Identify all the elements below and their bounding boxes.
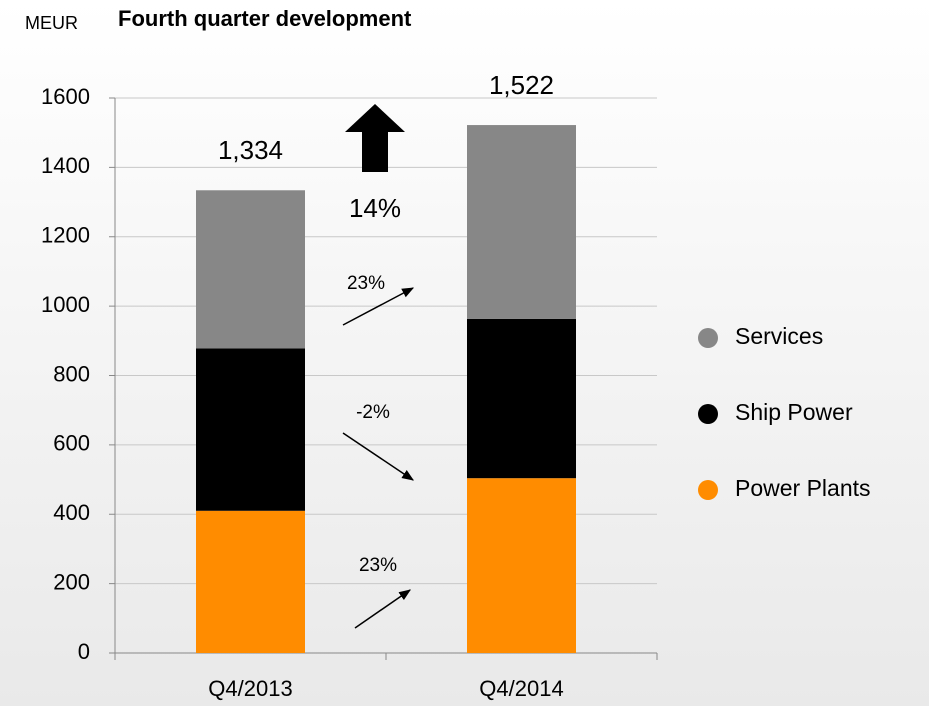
up-arrow xyxy=(345,104,405,172)
arrow xyxy=(342,432,414,481)
total-label: 1,334 xyxy=(218,135,283,165)
y-tick-label: 400 xyxy=(53,500,90,525)
bar-segment xyxy=(196,348,305,511)
annotation: 23% xyxy=(347,273,385,294)
legend-label: Ship Power xyxy=(735,399,853,425)
plot: 0 200 400 600 800 1000 1200 1400 1600 Q4/2013 1,33… xyxy=(41,70,870,701)
legend-swatch xyxy=(698,404,718,424)
legend-label: Power Plants xyxy=(735,475,871,501)
y-tick-label: 1400 xyxy=(41,153,90,178)
bar-segment xyxy=(467,125,576,319)
legend-label: Services xyxy=(735,323,823,349)
bar-segment xyxy=(196,190,305,349)
legend-swatch xyxy=(698,328,718,348)
y-tick-label: 200 xyxy=(53,569,90,594)
bar-segment xyxy=(196,510,305,653)
bar-segment xyxy=(467,318,576,479)
unit-label: MEUR xyxy=(25,13,78,33)
y-tick-label: 800 xyxy=(53,361,90,386)
annotation: 23% xyxy=(359,555,397,576)
x-tick-label: Q4/2014 xyxy=(479,676,563,701)
arrow xyxy=(354,589,411,629)
arrow xyxy=(342,287,415,326)
y-tick-label: 1600 xyxy=(41,84,90,109)
annotation: -2% xyxy=(356,402,390,423)
y-tick-label: 0 xyxy=(78,639,90,664)
y-tick-label: 1200 xyxy=(41,223,90,248)
y-tick-label: 1000 xyxy=(41,292,90,317)
legend-swatch xyxy=(698,480,718,500)
y-tick-label: 600 xyxy=(53,431,90,456)
chart-title: Fourth quarter development xyxy=(118,6,412,31)
annotation: 14% xyxy=(349,193,401,223)
x-tick-label: Q4/2013 xyxy=(208,676,292,701)
bar-segment xyxy=(467,478,576,653)
total-label: 1,522 xyxy=(489,70,554,100)
